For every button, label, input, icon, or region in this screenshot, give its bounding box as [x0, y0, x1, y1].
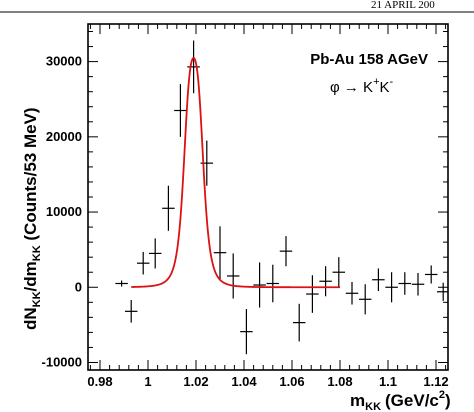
y-tick-label: -10000: [42, 354, 82, 369]
y-tick-label: 10000: [46, 204, 82, 219]
x-tick-label: 1: [144, 374, 151, 389]
x-tick-label: 1.04: [231, 374, 257, 389]
x-tick-label: 1.08: [327, 374, 352, 389]
fit-curve: [131, 56, 340, 289]
data-point: [332, 257, 346, 288]
x-tick-labels: 0.98 1 1.02 1.04 1.06 1.08 1.1 1.12: [87, 374, 448, 389]
data-point: [358, 284, 372, 315]
data-point: [115, 280, 128, 287]
data-point: [372, 268, 385, 292]
x-tick-label: 0.98: [87, 374, 112, 389]
data-point: [279, 236, 293, 267]
data-point: [398, 272, 412, 295]
collision-label: Pb-Au 158 AGeV: [310, 51, 428, 68]
y-tick-label: 30000: [46, 54, 82, 69]
data-point: [424, 265, 438, 284]
y-tick-label: 0: [75, 279, 82, 294]
data-point: [162, 185, 175, 231]
data-point: [345, 281, 359, 305]
x-tick-label: 1.12: [423, 374, 448, 389]
y-tick-marks: [88, 31, 448, 363]
data-point: [319, 266, 332, 297]
data-point: [124, 300, 138, 323]
y-tick-labels: -10000 0 10000 20000 30000: [42, 54, 82, 370]
data-point: [174, 84, 187, 137]
plot-frame: [87, 23, 449, 371]
decay-label: φ → K+K-: [330, 76, 394, 96]
data-point: [136, 251, 150, 275]
x-tick-label: 1.02: [183, 374, 208, 389]
data-point: [253, 262, 266, 308]
data-points: [115, 40, 448, 355]
data-point: [148, 238, 162, 269]
y-axis-title: dNKK/dmKK (Counts/53 MeV): [21, 107, 43, 330]
data-point: [306, 275, 319, 313]
data-point: [385, 272, 398, 303]
y-tick-label: 20000: [46, 129, 82, 144]
data-point: [411, 272, 425, 296]
data-point: [226, 253, 240, 299]
x-axis-title: mKK (GeV/c2): [350, 389, 451, 412]
data-point: [213, 226, 227, 279]
x-tick-label: 1.1: [379, 374, 397, 389]
x-tick-label: 1.06: [279, 374, 304, 389]
data-point: [187, 40, 200, 94]
page-header: 21 APRIL 200: [371, 0, 435, 11]
data-point: [240, 309, 253, 355]
x-tick-marks: [89, 24, 447, 370]
data-point: [266, 264, 280, 303]
data-point: [292, 303, 306, 342]
data-point: [436, 282, 448, 301]
